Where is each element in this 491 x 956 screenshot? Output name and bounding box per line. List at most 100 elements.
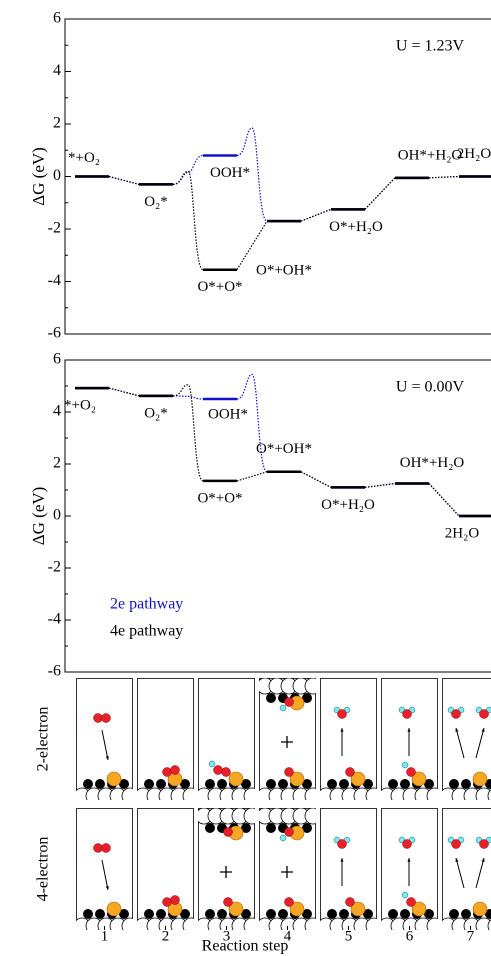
schematic-box <box>137 678 194 800</box>
hydrogen <box>208 760 216 768</box>
connector <box>236 373 268 473</box>
surface-atom <box>302 693 312 703</box>
connector <box>172 384 204 482</box>
annotation: U = 0.00V <box>396 379 465 396</box>
metal-site <box>106 771 122 787</box>
substrate-atom <box>487 789 491 800</box>
surface-atom <box>400 909 410 919</box>
x-tick-label: 6 <box>406 928 414 944</box>
plus-sign <box>220 866 232 878</box>
surface-atom <box>363 909 373 919</box>
surface-atom <box>241 909 251 919</box>
arrow <box>101 859 109 891</box>
surface-atom <box>449 909 459 919</box>
substrate-atom <box>243 808 255 825</box>
surface-atom <box>83 909 93 919</box>
surface-atom <box>156 779 166 789</box>
y-tick-label: 2 <box>53 115 61 132</box>
substrate-atom <box>365 917 377 930</box>
oxygen <box>170 765 180 775</box>
x-axis-label: Reaction step <box>202 938 289 955</box>
metal-site <box>289 901 305 917</box>
oxygen <box>284 767 294 777</box>
metal-site <box>228 901 244 917</box>
connector <box>300 208 332 222</box>
schematic-box <box>259 808 316 930</box>
surface-atom <box>339 909 349 919</box>
substrate-atom <box>304 808 316 825</box>
y-tick-label: 4 <box>53 403 61 420</box>
metal-site <box>350 901 366 917</box>
oxygen <box>406 897 416 907</box>
metal-site <box>472 771 488 787</box>
substrate-atom <box>121 787 133 800</box>
schematic-box <box>320 678 377 800</box>
y-tick-label: -4 <box>48 611 61 628</box>
level-label: 2H₂O <box>457 146 491 162</box>
surface-atom <box>95 779 105 789</box>
schematic-box <box>259 678 316 800</box>
arrow-head <box>105 886 109 890</box>
level-label: OH*+H₂O <box>398 147 463 163</box>
connector <box>428 175 460 179</box>
oxygen <box>406 767 416 777</box>
metal-site <box>228 771 244 787</box>
y-axis-label: ΔG (eV) <box>29 487 48 546</box>
oxygen <box>93 713 103 723</box>
x-tick-label: 2 <box>162 928 170 944</box>
schematic-box <box>198 808 255 930</box>
connector <box>236 127 268 222</box>
schematic-box <box>381 808 438 930</box>
surface-atom <box>95 909 105 919</box>
schematic-box <box>381 678 438 800</box>
connector <box>428 483 460 517</box>
row-label: 2-electron <box>35 707 52 772</box>
schematic-box <box>198 678 255 800</box>
annotation: U = 1.23V <box>396 38 465 55</box>
substrate-atom <box>304 917 316 930</box>
surface-atom <box>144 779 154 789</box>
connector <box>108 387 140 397</box>
x-tick-label: 7 <box>467 928 475 944</box>
surface-atom <box>180 779 190 789</box>
level-label: *+O₂ <box>64 398 96 414</box>
surface-atom <box>241 823 251 833</box>
connector <box>364 177 396 210</box>
connector <box>172 154 204 185</box>
plus-sign <box>281 866 293 878</box>
surface-atom <box>363 779 373 789</box>
surface-atom <box>302 909 312 919</box>
surface-atom <box>388 779 398 789</box>
oxygen <box>479 839 489 849</box>
substrate-atom <box>487 919 491 930</box>
arrow-head <box>481 728 485 732</box>
level-label: OOH* <box>208 406 248 422</box>
surface-atom <box>339 779 349 789</box>
surface-atom <box>217 909 227 919</box>
arrow-head <box>407 858 411 862</box>
oxygen <box>101 713 111 723</box>
substrate-atom <box>121 917 133 930</box>
oxygen <box>402 839 412 849</box>
surface-atom <box>180 909 190 919</box>
level-label: O₂* <box>144 194 168 210</box>
surface-atom <box>400 779 410 789</box>
hydrogen <box>401 891 409 899</box>
oxygen <box>101 843 111 853</box>
surface-atom <box>266 693 276 703</box>
surface-atom <box>327 909 337 919</box>
level-label: O*+OH* <box>256 441 312 457</box>
arrow-head <box>455 728 459 732</box>
substrate-atom <box>243 917 255 930</box>
level-label: O*+H₂O <box>329 219 383 235</box>
hydrogen <box>401 761 409 769</box>
oxygen <box>213 765 223 775</box>
surface-atom <box>266 823 276 833</box>
connector <box>236 220 268 271</box>
surface-atom <box>266 909 276 919</box>
oxygen <box>162 767 172 777</box>
connector <box>236 471 268 482</box>
surface-atom <box>424 779 434 789</box>
oxygen <box>221 767 231 777</box>
